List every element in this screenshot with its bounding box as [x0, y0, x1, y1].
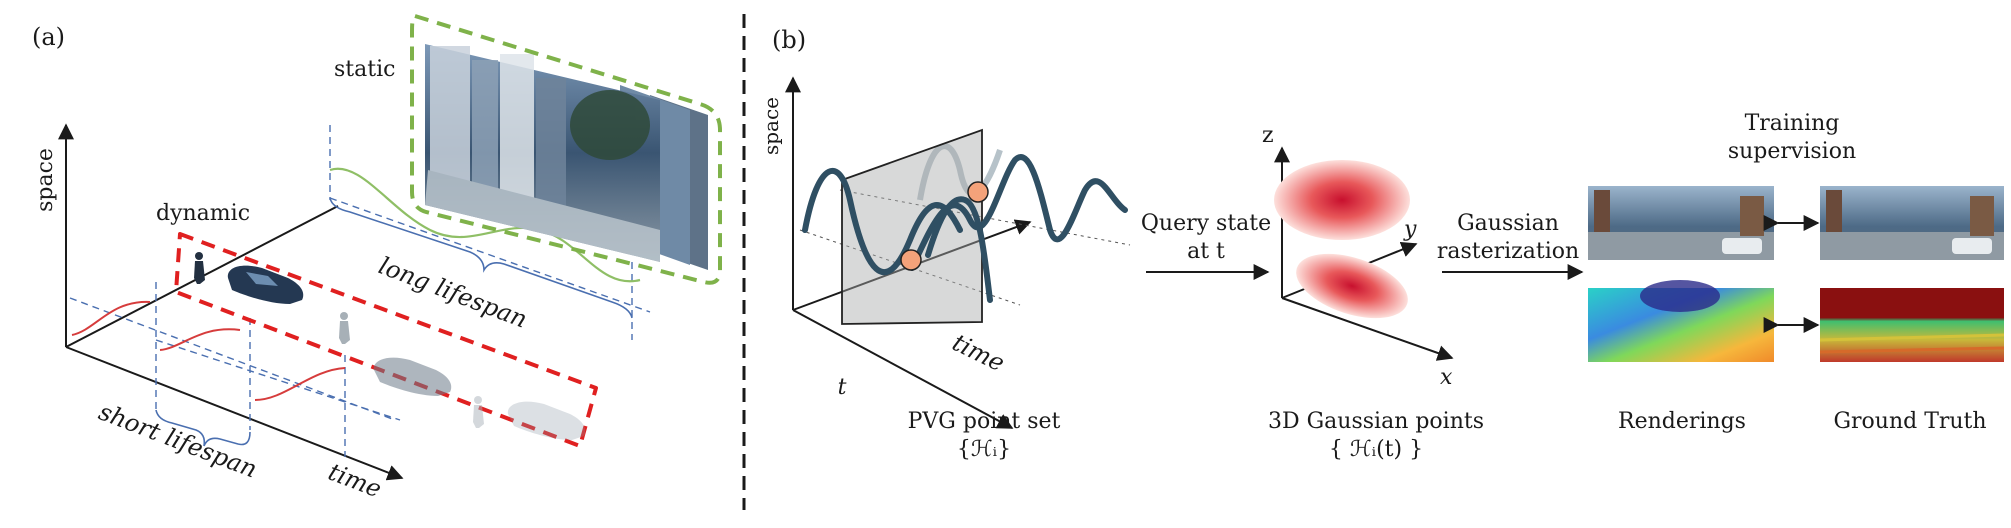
- pvg-curve-3: [925, 196, 993, 303]
- panel-b-tag: (b): [772, 26, 806, 54]
- car-2: [373, 357, 452, 396]
- dynamic-objects: [194, 252, 586, 440]
- space-axis-label: space: [33, 148, 58, 212]
- pvg-curve-1: [802, 167, 963, 276]
- raster-label-1: Gaussian: [1457, 211, 1559, 236]
- renderings-label: Renderings: [1618, 409, 1746, 434]
- gauss-y-label: y: [1403, 217, 1417, 242]
- short-lifespan-label: short lifespan: [95, 398, 261, 484]
- training-label-1: Training: [1745, 111, 1840, 136]
- training-label-2: supervision: [1728, 139, 1856, 164]
- panel-a: (a) space time short lifespan: [32, 13, 722, 504]
- ground-truth-rgb-image: [1820, 186, 2004, 260]
- static-scene: static: [334, 13, 722, 285]
- long-lifespan-brace: [329, 197, 633, 319]
- lifespan-guides: [69, 125, 651, 457]
- time-axis: [65, 346, 404, 481]
- static-box: [410, 13, 722, 285]
- ground-truth-depth-image: [1819, 288, 2005, 362]
- static-label: static: [334, 57, 395, 82]
- pvg-title: PVG point set: [908, 409, 1061, 434]
- long-lifespan-curve: [329, 167, 641, 283]
- pvg-time-label: time: [948, 328, 1009, 377]
- short-lifespan-brace: [155, 409, 251, 447]
- car-1: [227, 265, 304, 304]
- pedestrian-1: [194, 252, 205, 284]
- pvg-time-axis: [792, 309, 1014, 429]
- query-label-2: at t: [1187, 239, 1225, 264]
- pvg-point-1: [900, 249, 922, 271]
- rendering-depth-image: [1588, 280, 1774, 362]
- dynamic-label: dynamic: [156, 201, 250, 226]
- pvg-curve-back: [917, 143, 1003, 201]
- pvg-curve-2: [909, 154, 1128, 271]
- ground-truth-label: Ground Truth: [1833, 409, 1986, 434]
- short-lifespan-curves: [71, 300, 346, 401]
- long-lifespan-label: long lifespan: [375, 251, 531, 333]
- gauss-formula: { ℋᵢ(t) }: [1329, 437, 1423, 462]
- gauss-title: 3D Gaussian points: [1268, 409, 1484, 434]
- pedestrian-3: [473, 396, 484, 428]
- gaussian-ellipsoid-2: [1296, 253, 1408, 319]
- pvg-point-2: [967, 181, 989, 203]
- rendering-rgb-image: [1588, 186, 1774, 260]
- dynamic-box: [174, 232, 598, 448]
- car-3: [507, 401, 586, 440]
- time-axis-label: time: [325, 458, 386, 504]
- pvg-space-label: space: [759, 97, 783, 155]
- panel-b: (b) space time t PVG point set {ℋᵢ} Quer…: [759, 26, 2005, 462]
- pvg-tick-t: t: [838, 375, 847, 400]
- time-slice-plane: [841, 128, 983, 325]
- gauss-z-label: z: [1262, 123, 1274, 148]
- gauss-x-axis: [1281, 297, 1454, 361]
- gaussian-ellipsoid-1: [1274, 160, 1410, 240]
- raster-label-2: rasterization: [1437, 239, 1579, 264]
- pedestrian-2: [339, 312, 350, 344]
- pvg-formula: {ℋᵢ}: [957, 437, 1011, 462]
- query-label-1: Query state: [1141, 211, 1271, 236]
- panel-a-tag: (a): [32, 23, 65, 51]
- gauss-x-label: x: [1440, 365, 1453, 390]
- static-buildings: [425, 46, 660, 262]
